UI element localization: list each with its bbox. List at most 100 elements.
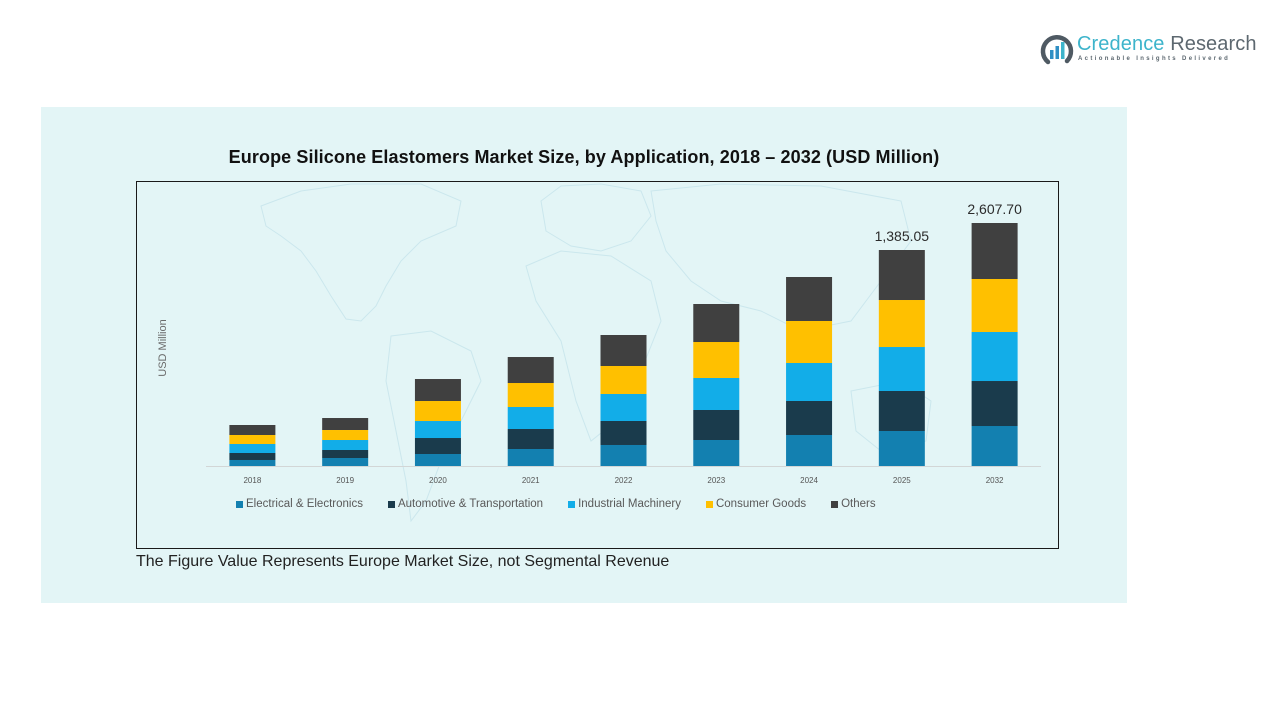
bar-segment-electrical-and-electronics-2022 [600,444,647,466]
x-tick-label-2020: 2020 [429,476,447,485]
bar-segment-electrical-and-electronics-2024 [786,435,833,466]
bar-segment-industrial-machinery-2020 [414,421,461,439]
legend-item-consumer-goods: Consumer Goods [705,498,807,510]
bar-segment-others-2018 [229,425,276,435]
bar-stack-2032 [971,223,1018,466]
credence-logo-icon [1040,35,1074,65]
bar-segment-industrial-machinery-2024 [786,362,833,401]
x-tick-label-2024: 2024 [800,476,818,485]
x-tick-label-2025: 2025 [893,476,911,485]
bar-segment-consumer-goods-2019 [322,430,369,441]
bar-segment-electrical-and-electronics-2023 [693,440,740,466]
legend-label: Automotive & Transportation [397,498,544,510]
bar-segment-others-2025 [878,250,925,301]
value-labels: 1,385.05 2,607.70 [875,201,1022,244]
bar-stack-2019 [322,418,369,466]
y-axis-label: USD Million [157,319,169,376]
bar-segment-industrial-machinery-2032 [971,332,1018,382]
bar-segment-electrical-and-electronics-2021 [507,449,554,466]
bar-segment-electrical-and-electronics-2032 [971,426,1018,466]
bar-segment-others-2021 [507,357,554,384]
legend-item-automotive-and-transportation: Automotive & Transportation [387,498,544,510]
bar-segment-others-2023 [693,304,740,343]
bar-segment-others-2022 [600,335,647,366]
bars-layer [229,223,1018,466]
chart-title: Europe Silicone Elastomers Market Size, … [228,147,940,167]
bar-stack-2021 [507,357,554,466]
value-label-2032: 2,607.70 [967,201,1022,217]
legend-label: Others [841,498,876,510]
value-label-2025: 1,385.05 [875,228,930,244]
bar-segment-consumer-goods-2023 [693,342,740,378]
logo-wordmark: Credence Research [1077,32,1257,56]
bar-segment-automotive-and-transportation-2023 [693,410,740,440]
bar-segment-consumer-goods-2024 [786,321,833,363]
bar-segment-consumer-goods-2022 [600,366,647,394]
legend-item-others: Others [831,498,876,510]
logo-name-research: Research [1164,33,1257,55]
legend-label: Electrical & Electronics [246,498,363,510]
legend-swatch-icon [705,500,713,508]
bar-segment-automotive-and-transportation-2020 [414,438,461,455]
legend-label: Industrial Machinery [578,498,681,510]
legend-swatch-icon [387,500,395,508]
legend-swatch-icon [568,500,576,508]
legend-swatch-icon [236,500,243,508]
bar-segment-automotive-and-transportation-2018 [229,452,276,460]
chart-panel: Europe Silicone Elastomers Market Size, … [41,107,1127,603]
legend-label: Consumer Goods [715,498,807,510]
bar-segment-automotive-and-transportation-2024 [786,401,833,435]
bar-segment-industrial-machinery-2018 [229,444,276,453]
bar-stack-2020 [414,379,461,466]
bar-segment-consumer-goods-2020 [414,401,461,422]
x-tick-label-2032: 2032 [986,476,1004,485]
credence-research-logo: Credence Research Actionable Insights De… [1038,31,1260,71]
bar-segment-electrical-and-electronics-2020 [414,454,461,466]
bar-stack-2018 [229,425,276,466]
map-north-america [260,183,462,322]
bar-segment-automotive-and-transportation-2022 [600,420,647,445]
map-asia [650,183,912,332]
map-south-america [385,330,482,523]
bar-segment-consumer-goods-2025 [878,300,925,348]
bar-segment-others-2020 [414,379,461,402]
legend-item-industrial-machinery: Industrial Machinery [568,498,681,510]
bar-segment-industrial-machinery-2022 [600,394,647,421]
x-tick-labels: 2018 2019 2020 2021 2022 2023 2024 2025 2032 [243,476,1004,485]
chart-frame: USD Million 2018 2019 2020 2021 2022 2023 2024… [136,181,1059,549]
bar-stack-2024 [786,277,833,466]
bar-segment-automotive-and-transportation-2021 [507,429,554,449]
bar-stack-2022 [600,335,647,466]
bar-segment-electrical-and-electronics-2018 [229,460,276,466]
bar-segment-automotive-and-transportation-2025 [878,391,925,431]
x-tick-label-2022: 2022 [615,476,633,485]
x-tick-label-2019: 2019 [336,476,354,485]
chart-footnote: The Figure Value Represents Europe Marke… [136,553,670,570]
logo-name-credence: Credence [1077,33,1165,55]
bar-segment-others-2019 [322,418,369,430]
legend-swatch-icon [831,500,839,508]
bar-segment-electrical-and-electronics-2025 [878,431,925,466]
x-tick-label-2021: 2021 [522,476,540,485]
bar-segment-electrical-and-electronics-2019 [322,458,369,466]
chart-legend: Electrical & Electronics Automotive & Tra… [236,498,876,510]
bar-segment-others-2032 [971,223,1018,279]
logo-tagline: Actionable Insights Delivered [1078,56,1231,62]
bar-segment-others-2024 [786,277,833,321]
bar-segment-consumer-goods-2018 [229,435,276,444]
bar-segment-consumer-goods-2021 [507,383,554,407]
bar-segment-industrial-machinery-2025 [878,347,925,391]
stacked-bar-chart: USD Million 2018 2019 2020 2021 2022 2023 2024… [157,183,1041,523]
x-tick-label-2018: 2018 [243,476,261,485]
bar-segment-industrial-machinery-2021 [507,407,554,429]
bar-segment-consumer-goods-2032 [971,279,1018,332]
bar-segment-industrial-machinery-2019 [322,440,369,450]
legend-item-electrical-and-electronics: Electrical & Electronics [236,498,363,510]
bar-segment-automotive-and-transportation-2019 [322,450,369,458]
bar-stack-2025 [878,250,925,466]
bar-segment-industrial-machinery-2023 [693,378,740,410]
x-tick-label-2023: 2023 [707,476,725,485]
bar-segment-automotive-and-transportation-2032 [971,381,1018,427]
map-europe [540,183,652,252]
bar-stack-2023 [693,304,740,466]
